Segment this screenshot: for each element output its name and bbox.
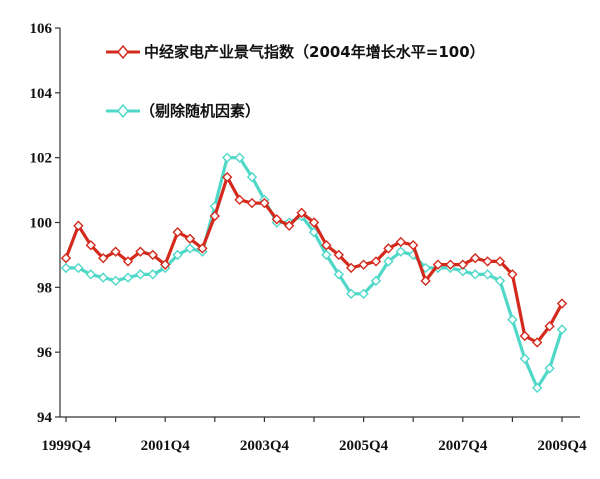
data-point-adjusted xyxy=(333,269,344,280)
data-point-main-index xyxy=(172,227,183,238)
data-point-adjusted xyxy=(556,324,568,335)
data-point-adjusted xyxy=(395,246,406,257)
data-point-main-index xyxy=(383,243,394,254)
data-point-adjusted xyxy=(470,269,481,280)
y-tick-label: 100 xyxy=(30,216,53,232)
x-tick-label: 2005Q4 xyxy=(339,438,389,454)
data-point-adjusted xyxy=(482,269,493,280)
series-adjusted xyxy=(60,152,568,394)
data-point-main-index xyxy=(321,240,332,251)
x-tick-label: 2009Q4 xyxy=(537,438,587,454)
data-point-main-index xyxy=(358,259,369,270)
data-point-main-index xyxy=(246,197,258,209)
data-point-main-index xyxy=(259,197,270,209)
x-tick-label: 2003Q4 xyxy=(240,438,290,454)
data-point-adjusted xyxy=(135,269,146,280)
data-point-main-index xyxy=(296,207,307,218)
data-point-main-index xyxy=(308,217,320,228)
legend-entry-main-index: 中经家电产业景气指数（2004年增长水平=100） xyxy=(106,43,485,61)
y-tick-label: 96 xyxy=(37,345,53,361)
data-point-adjusted xyxy=(246,171,258,183)
data-point-main-index xyxy=(284,220,295,231)
data-point-adjusted xyxy=(346,288,357,300)
legend-label-main-index: 中经家电产业景气指数（2004年增长水平=100） xyxy=(144,43,485,61)
data-point-main-index xyxy=(184,233,196,244)
data-point-adjusted xyxy=(358,288,369,300)
data-point-adjusted xyxy=(122,272,134,283)
data-point-main-index xyxy=(346,262,357,274)
data-point-adjusted xyxy=(98,272,109,283)
data-point-main-index xyxy=(445,259,456,270)
data-point-main-index xyxy=(556,298,568,309)
data-point-adjusted xyxy=(519,353,530,364)
data-point-main-index xyxy=(160,259,171,270)
legend-label-adjusted: （剔除随机因素） xyxy=(140,102,260,120)
data-point-main-index xyxy=(122,256,134,267)
data-point-adjusted xyxy=(370,275,382,287)
data-point-main-index xyxy=(234,194,245,205)
data-point-main-index xyxy=(420,275,431,287)
data-point-main-index xyxy=(60,252,72,264)
data-point-adjusted xyxy=(73,262,84,274)
x-axis-ticks: 1999Q4 2001Q4 2003Q4 2005Q4 2007Q4 2009Q4 xyxy=(41,417,587,454)
data-point-adjusted xyxy=(110,275,121,287)
data-point-main-index xyxy=(110,246,121,257)
data-point-main-index xyxy=(222,171,233,183)
data-point-main-index xyxy=(519,330,530,342)
data-point-main-index xyxy=(395,236,406,248)
data-point-main-index xyxy=(147,249,158,261)
legend-marker-adjusted xyxy=(117,103,129,119)
y-axis-ticks: 94 96 98 100 102 104 106 xyxy=(30,21,60,426)
data-point-main-index xyxy=(209,210,220,222)
series-lines xyxy=(60,152,568,394)
data-point-main-index xyxy=(135,246,146,257)
data-point-adjusted xyxy=(172,249,183,261)
x-tick-label: 2007Q4 xyxy=(438,438,488,454)
data-point-adjusted xyxy=(383,256,394,267)
series-main-index xyxy=(60,171,568,348)
data-point-main-index xyxy=(532,337,543,348)
data-point-adjusted xyxy=(494,275,506,287)
data-point-main-index xyxy=(271,214,282,225)
x-tick-label: 2001Q4 xyxy=(141,438,191,454)
data-point-adjusted xyxy=(184,243,196,254)
data-point-main-index xyxy=(197,243,208,254)
data-point-adjusted xyxy=(507,314,518,325)
data-point-adjusted xyxy=(457,265,468,277)
data-point-main-index xyxy=(333,249,344,261)
data-point-adjusted xyxy=(147,269,158,280)
data-point-main-index xyxy=(73,220,84,231)
data-point-main-index xyxy=(98,252,109,264)
data-point-main-index xyxy=(482,256,493,267)
data-point-adjusted xyxy=(85,269,96,280)
y-tick-label: 94 xyxy=(37,410,53,426)
data-point-adjusted xyxy=(321,249,332,261)
legend: 中经家电产业景气指数（2004年增长水平=100） （剔除随机因素） xyxy=(106,43,485,120)
data-point-adjusted xyxy=(222,152,233,163)
data-point-adjusted xyxy=(234,152,245,163)
axes xyxy=(59,28,580,418)
data-point-main-index xyxy=(544,321,555,332)
data-point-adjusted xyxy=(60,262,72,274)
data-point-adjusted xyxy=(532,382,543,394)
data-point-main-index xyxy=(507,269,518,280)
legend-marker-main-index xyxy=(117,44,129,60)
data-point-main-index xyxy=(457,259,468,270)
data-point-main-index xyxy=(370,256,382,267)
y-tick-label: 104 xyxy=(30,86,53,102)
y-tick-label: 106 xyxy=(30,21,53,37)
data-point-main-index xyxy=(494,256,506,267)
x-tick-label: 1999Q4 xyxy=(41,438,91,454)
data-point-main-index xyxy=(470,252,481,264)
data-point-main-index xyxy=(408,240,419,251)
data-point-adjusted xyxy=(544,363,555,374)
y-tick-label: 98 xyxy=(37,280,52,296)
data-point-main-index xyxy=(432,259,444,270)
legend-entry-adjusted: （剔除随机因素） xyxy=(106,102,260,120)
data-point-main-index xyxy=(85,240,96,251)
y-tick-label: 102 xyxy=(30,151,53,167)
